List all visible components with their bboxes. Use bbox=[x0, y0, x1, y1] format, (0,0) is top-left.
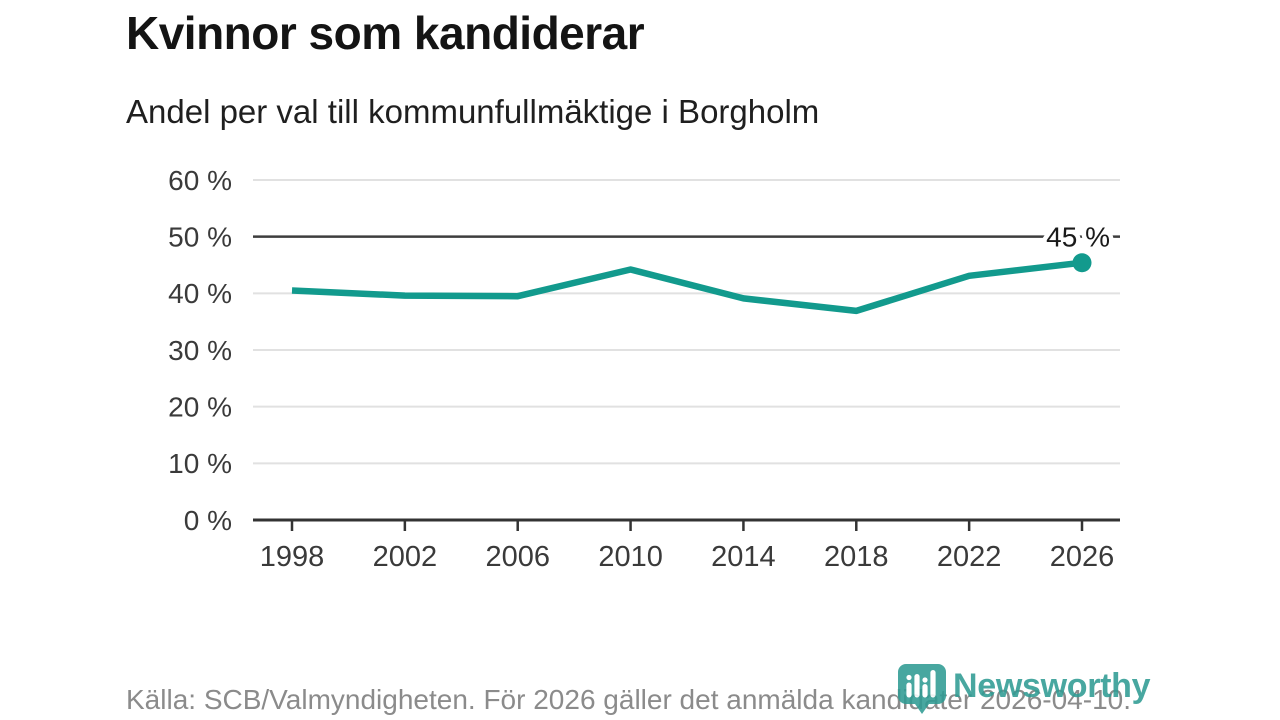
y-axis-tick-label: 40 % bbox=[168, 278, 232, 309]
data-line bbox=[291, 259, 1083, 315]
x-axis-tick-label: 2006 bbox=[485, 541, 550, 573]
y-axis-tick-label: 10 % bbox=[168, 448, 232, 479]
end-point-marker bbox=[1072, 253, 1092, 273]
x-axis-tick-label: 1998 bbox=[260, 541, 325, 573]
x-axis-tick-label: 2026 bbox=[1050, 541, 1115, 573]
y-axis-tick-label: 60 % bbox=[168, 165, 232, 196]
x-axis-tick-label: 2018 bbox=[824, 541, 889, 573]
x-axis-tick-label: 2022 bbox=[937, 541, 1002, 573]
y-axis-tick-label: 0 % bbox=[184, 505, 232, 536]
chart-subtitle: Andel per val till kommunfullmäktige i B… bbox=[126, 93, 820, 130]
newsworthy-chart-pin-icon bbox=[898, 664, 946, 714]
y-axis-tick-label: 20 % bbox=[168, 391, 232, 422]
y-axis-tick-label: 50 % bbox=[168, 221, 232, 252]
newsworthy-wordmark: Newsworthy bbox=[953, 666, 1151, 705]
x-axis-tick-label: 2010 bbox=[598, 541, 663, 573]
x-axis-tick-label: 2002 bbox=[373, 541, 438, 573]
x-axis-tick-label: 2014 bbox=[711, 541, 776, 573]
newsworthy-logo: Newsworthy bbox=[898, 664, 1151, 716]
y-axis-tick-label: 30 % bbox=[168, 335, 232, 366]
source-note: Källa: SCB/Valmyndigheten. För 2026 gäll… bbox=[126, 684, 1131, 715]
end-point-value-label: 45 % bbox=[1046, 222, 1110, 253]
chart-title: Kvinnor som kandiderar bbox=[126, 7, 645, 59]
